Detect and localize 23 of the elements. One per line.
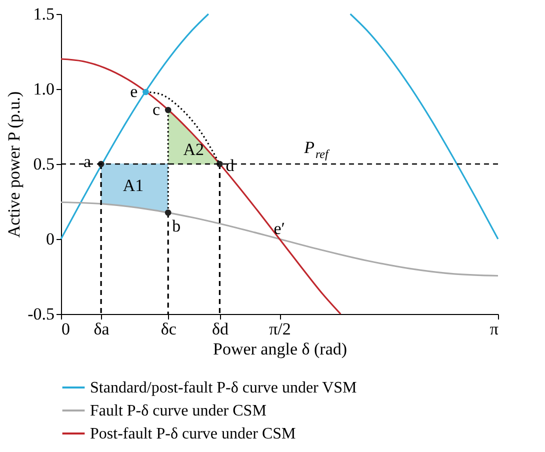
- annotation: b: [172, 216, 181, 236]
- annotation: e′: [274, 218, 285, 238]
- x-tick-label: π/2: [269, 320, 291, 338]
- annotation: A1: [122, 176, 144, 195]
- annotation: c: [152, 100, 161, 119]
- annotation: A2: [183, 140, 204, 160]
- legend-label: Post-fault P-δ curve under CSM: [90, 426, 296, 442]
- x-tick-label: δc: [160, 320, 177, 338]
- y-tick-label: 0: [46, 230, 54, 248]
- x-axis-title: Power angle δ (rad): [212, 340, 348, 358]
- annotation: d: [226, 156, 235, 175]
- x-tick-label: π: [490, 320, 499, 338]
- legend-label: Standard/post-fault P-δ curve under VSM: [90, 380, 357, 396]
- y-axis-title: Active power P (p.u.): [4, 91, 24, 238]
- y-tick-label: 0.5: [33, 154, 54, 174]
- x-tick-label: 0: [62, 320, 70, 338]
- y-tick-label: 1.5: [33, 4, 54, 24]
- x-tick-label: δa: [94, 320, 110, 338]
- x-tick-label: δd: [212, 320, 229, 338]
- y-tick-label: 1.0: [33, 80, 54, 98]
- legend-label: Fault P-δ curve under CSM: [90, 402, 266, 420]
- y-tick-label: -0.5: [28, 304, 54, 324]
- annotation: e: [130, 82, 138, 101]
